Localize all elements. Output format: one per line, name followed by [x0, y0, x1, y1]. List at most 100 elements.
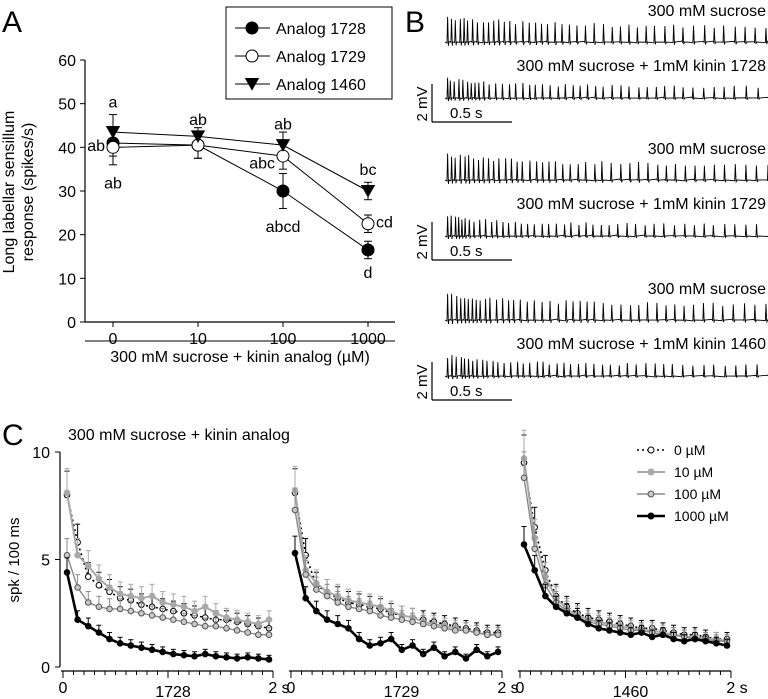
panel-c-point	[345, 603, 352, 611]
panel-c-point	[116, 640, 124, 647]
panel-b-scale-s: 0.5 s	[450, 105, 483, 122]
panel-c-point	[430, 644, 438, 651]
panel-c-point	[494, 631, 502, 639]
panel-c-xtick-end: 2 s	[268, 680, 289, 697]
panel-a-significance-label: cd	[376, 215, 393, 232]
panel-c-point	[106, 605, 113, 613]
panel-c-point	[313, 607, 320, 615]
panel-b-trace-label: 300 mM sucrose + 1mM kinin 1728	[517, 58, 767, 75]
panel-a-legend-marker	[245, 49, 259, 63]
panel-c-point	[627, 631, 635, 639]
panel-c-point	[691, 635, 699, 643]
panel-c-point	[552, 603, 560, 611]
panel-b-trace-treated	[444, 77, 768, 102]
panel-c-point	[484, 631, 491, 639]
panel-c-point	[574, 614, 581, 621]
panel-c-point	[494, 648, 502, 656]
panel-a-significance-label: ab	[87, 138, 105, 155]
panel-c-point	[63, 551, 71, 559]
panel-c-legend-marker	[647, 512, 655, 520]
panel-a-xtick-label: 10	[189, 331, 207, 348]
panel-c-point	[345, 625, 352, 632]
panel-c-ylabel: spk / 100 ms	[6, 517, 23, 602]
panel-c-point	[84, 573, 92, 581]
panel-c-xtick-start: 0	[287, 680, 296, 697]
panel-c-point	[138, 594, 145, 602]
panel-a-ytick-label: 20	[58, 228, 76, 245]
panel-a-legend-marker	[245, 21, 259, 35]
panel-c-point	[616, 629, 624, 636]
panel-b-trace-treated	[444, 355, 768, 380]
panel-a-significance-label: ab	[274, 116, 292, 133]
panel-a-series-line	[112, 142, 369, 251]
panel-c-xtick-end: 2 s	[497, 680, 518, 697]
panel-a-significance-label: bc	[360, 162, 377, 179]
panel-c-point	[84, 599, 92, 606]
panel-b-scale-mv: 2 mV	[414, 364, 431, 399]
panel-c-subplot-label: 1728	[155, 684, 191, 699]
panel-a-significance-label: d	[364, 265, 373, 282]
panel-c-point	[63, 489, 71, 497]
panel-a-ylabel-line1: Long labellar sensillum	[1, 111, 18, 274]
panel-b-scale-mv: 2 mV	[414, 224, 431, 259]
panel-a-legend-label: Analog 1729	[276, 49, 366, 66]
panel-b-trace-control	[444, 16, 768, 46]
panel-c-point	[377, 612, 384, 619]
panel-c-point	[723, 642, 731, 649]
panel-c-point	[323, 616, 331, 624]
panel-c-title: 300 mM sucrose + kinin analog	[68, 427, 290, 444]
panel-c-chart: 300 mM sucrose + kinin analog spk / 100 …	[6, 427, 748, 699]
panel-c-point	[159, 599, 166, 606]
panel-a-series-line	[112, 144, 369, 225]
panel-c-point	[95, 575, 103, 583]
panel-c-point	[201, 603, 209, 611]
panel-c-point	[638, 629, 645, 636]
panel-c-point	[366, 642, 374, 649]
panel-c-point	[170, 616, 177, 624]
panel-c-point	[409, 618, 416, 626]
panel-c-point	[531, 545, 538, 553]
panel-a-ytick-label: 60	[58, 53, 76, 70]
panel-c-point	[606, 627, 613, 634]
panel-a-series-line	[112, 131, 369, 192]
panel-a-significance-label: abcd	[266, 219, 301, 236]
panel-a-point	[105, 126, 121, 139]
panel-c-point	[74, 584, 81, 591]
panel-c-legend-marker	[647, 446, 655, 454]
panel-a-legend-label: Analog 1460	[276, 77, 366, 94]
panel-a-xtick-label: 0	[109, 331, 118, 348]
panel-a-xlabel: 300 mM sucrose + kinin analog (µM)	[110, 349, 370, 366]
panel-a-xtick-label: 100	[270, 331, 297, 348]
panel-c-series-line	[294, 490, 498, 636]
panel-b-trace-label: 300 mM sucrose	[648, 281, 766, 298]
panel-c-point	[244, 629, 252, 636]
panel-c-series-line	[294, 492, 498, 634]
panel-a-chart: Long labellar sensillum response (spikes…	[1, 6, 395, 366]
panel-c-point	[302, 571, 309, 578]
panel-a-point	[361, 217, 375, 231]
panel-c-point	[223, 625, 230, 632]
panel-b-trace-label: 300 mM sucrose + 1mM kinin 1729	[517, 196, 767, 213]
panel-c-point	[180, 618, 188, 626]
panel-a-xtick-label: 1000	[350, 331, 386, 348]
panel-c-point	[563, 609, 571, 617]
panel-c-point	[106, 635, 113, 643]
panel-c-legend-label: 100 µM	[674, 486, 721, 502]
panel-c-point	[170, 650, 177, 658]
panel-c-subplot-label: 1729	[384, 684, 420, 699]
panel-c-point	[419, 620, 427, 628]
panel-c-point	[291, 549, 299, 557]
panel-c-ytick-label: 5	[41, 553, 50, 570]
panel-a-ytick-label: 30	[58, 184, 76, 201]
panel-c-point	[127, 592, 135, 600]
panel-a-legend-marker	[244, 78, 260, 91]
panel-c-point	[84, 562, 92, 570]
panel-c-legend-marker	[647, 468, 655, 476]
panel-c-point	[201, 622, 209, 630]
panel-a-point	[361, 243, 375, 257]
panel-c-point	[223, 654, 230, 661]
panel-a-significance-label: a	[109, 94, 118, 111]
panel-c-point	[441, 652, 448, 660]
panel-c-point	[441, 625, 448, 632]
panel-c-point	[473, 646, 480, 654]
